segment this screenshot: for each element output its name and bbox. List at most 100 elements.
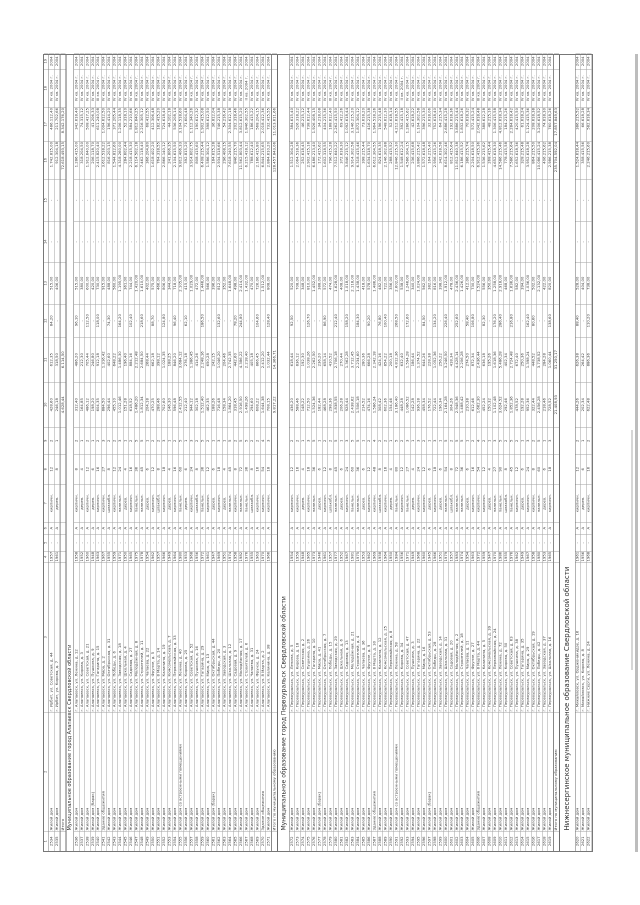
table-cell: 12 [112, 454, 118, 484]
object-name-cell: Жилой дом [112, 712, 118, 831]
table-cell: 54 [443, 454, 449, 484]
table-cell: 1969 [216, 551, 222, 562]
table-cell: 1 [487, 427, 493, 454]
table-cell: А [498, 522, 504, 534]
table-cell: 5.486,28 [498, 337, 504, 382]
address-cell: г. Алапаевск, ул. Молодёжная, д. 8 [134, 562, 140, 712]
row-number-cell: 2613 [514, 831, 520, 851]
table-cell: 402,34 [503, 337, 509, 382]
table-cell: 2004 [542, 53, 548, 69]
table-cell: 71.604,48 [183, 107, 189, 141]
table-cell: - [498, 221, 504, 262]
table-cell: 732.415,55 [266, 107, 272, 141]
row-number-cell: 2535 [54, 831, 60, 851]
table-cell: 6.612.304,55 [372, 141, 378, 179]
table-cell: - [366, 179, 372, 221]
table-cell: 16 [128, 454, 134, 484]
table-cell: 478,00 [448, 262, 454, 304]
table-cell: 24 [525, 454, 531, 484]
table-cell: 241.806,35 [167, 141, 173, 179]
address-cell: г. Алапаевск, ул. Заводская, д. 18 [117, 562, 123, 712]
table-cell: 778.415,58 [503, 141, 509, 179]
table-cell: 1957 [448, 551, 454, 562]
table-cell: IV кв. 2004 г. [465, 69, 471, 107]
table-cell: 9.914.302,58 [350, 141, 356, 179]
table-cell: 1958 [233, 551, 239, 562]
table-cell: - [205, 221, 211, 262]
table-cell: - [194, 304, 200, 337]
table-cell: - [542, 221, 548, 262]
table-cell: 8 [156, 454, 162, 484]
column-number-cell: 12 [44, 304, 49, 337]
table-cell: 478,52 [514, 382, 520, 427]
table-cell: шлакобл. [448, 484, 454, 522]
table-cell: - [575, 534, 581, 551]
table-cell: 1955 [249, 551, 255, 562]
table-cell: 24 [117, 454, 123, 484]
table-cell: 3.952.618,28 [525, 141, 531, 179]
table-cell: 176,52 [426, 382, 432, 427]
table-cell: 3 [547, 427, 553, 454]
table-cell: 884,16 [128, 337, 134, 382]
table-cell: А [183, 522, 189, 534]
table-cell: 186,50 [200, 304, 206, 337]
table-cell: кирпичн. [372, 484, 378, 522]
address-cell: г. Алапаевск, ул. Мира, д. 2 [101, 562, 107, 712]
table-cell: 294,60 [249, 382, 255, 427]
table-cell: 84,20 [49, 304, 54, 337]
table-cell: - [470, 221, 476, 262]
table-cell: 2 [377, 427, 383, 454]
table-cell: дерев. [465, 484, 471, 522]
table-cell: - [503, 304, 509, 337]
table-cell: 486,12 [84, 382, 90, 427]
table-cell: - [194, 534, 200, 551]
table-cell: 344,00 [167, 262, 173, 304]
table-cell: 488,00 [106, 262, 112, 304]
table-cell: 738.612,44 [306, 107, 312, 141]
table-cell: 2004 [399, 53, 405, 69]
table-cell: - [145, 304, 151, 337]
table-cell: IV кв. 2004 г. [73, 69, 79, 107]
table-cell: 188,26 [211, 382, 217, 427]
object-name-cell: Жилой дом [167, 712, 173, 831]
table-cell: - [73, 534, 79, 551]
table-cell: - [580, 304, 586, 337]
table-cell: 192.618,36 [448, 107, 454, 141]
table-cell: А [90, 522, 96, 534]
table-cell: 2 [328, 427, 334, 454]
table-cell: 1.104.302,58 [416, 107, 421, 141]
table-cell: 1954 [145, 551, 151, 562]
table-cell: - [54, 534, 60, 551]
table-cell: 398.612,50 [205, 107, 211, 141]
table-cell: кирпичн. [161, 484, 167, 522]
table-cell: 1957 [156, 551, 162, 562]
table-cell: 64.215,34 [437, 107, 443, 141]
table-cell: 1.618.402,20 [150, 141, 156, 179]
table-cell: 2004 [536, 53, 542, 69]
table-cell: 2004 [167, 53, 173, 69]
table-cell: - [531, 179, 537, 221]
table-cell: панельн. [536, 484, 542, 522]
table-cell: - [350, 179, 356, 221]
table-cell: - [101, 304, 107, 337]
row-number-cell: 2590 [388, 831, 394, 851]
table-cell: 1968 [189, 551, 195, 562]
table-cell: 5 [134, 427, 140, 454]
table-cell: 702,60 [161, 382, 167, 427]
table-cell: дерев. [426, 484, 432, 522]
table-cell [272, 534, 278, 551]
table-cell: 1967 [101, 551, 107, 562]
table-cell: - [514, 179, 520, 221]
table-cell: 1.544.812,60 [112, 141, 118, 179]
column-number-cell: 2 [44, 712, 49, 831]
column-number-cell: 7 [44, 484, 49, 522]
table-cell: шлакобл. [503, 484, 509, 522]
table-cell: 252.618,45 [300, 141, 306, 179]
table-cell: 2.262.415,50 [333, 107, 339, 141]
row-number-cell: 2615 [525, 831, 531, 851]
table-cell: - [266, 179, 272, 221]
table-cell: 1952 [79, 551, 85, 562]
table-cell: - [339, 534, 345, 551]
table-cell: А [487, 522, 493, 534]
table-cell: 382,00 [426, 262, 432, 304]
